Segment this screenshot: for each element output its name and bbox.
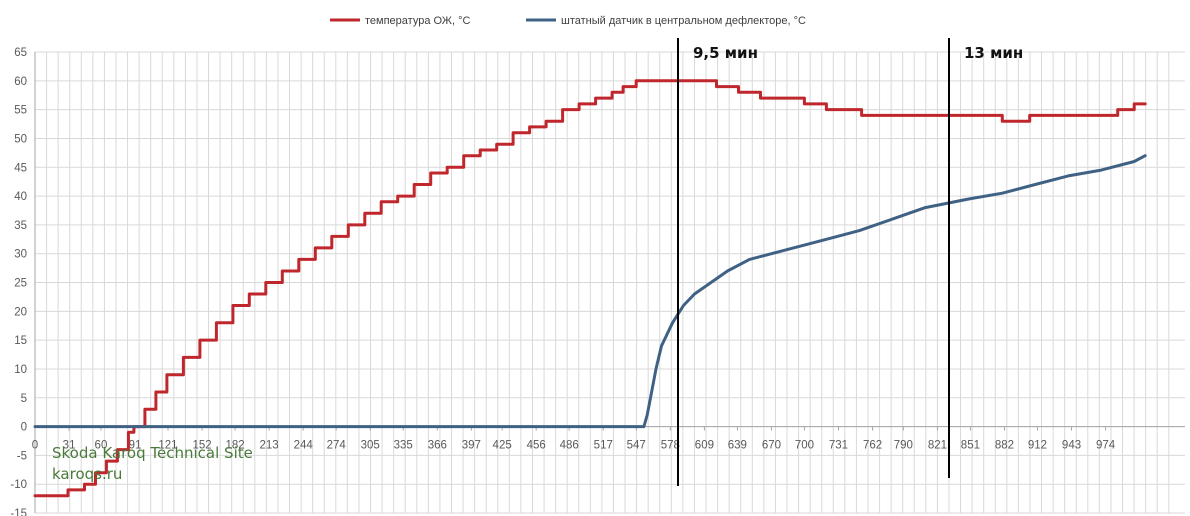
x-tick-label: 366: [428, 440, 447, 452]
x-tick-label: 821: [928, 440, 947, 452]
x-tick-label: 456: [527, 440, 546, 452]
x-tick-label: 244: [294, 440, 314, 452]
y-tick-label: 30: [14, 249, 27, 261]
x-tick-label: 731: [829, 440, 848, 452]
y-tick-label: 0: [21, 422, 27, 434]
x-axis-tick-labels: 0 31 60 91 121 152 182 213 244 274 305 335 366 397 425…: [32, 440, 1116, 452]
y-axis-tick-labels: -15 -10 -5 0 5 10 15 20 25 30 35 40 45 50 55 60 65: [10, 47, 27, 516]
x-tick-label: 486: [560, 440, 579, 452]
y-tick-label: -5: [17, 450, 27, 462]
x-tick-label: 851: [961, 440, 980, 452]
watermark-url: karoqs.ru: [52, 465, 123, 483]
series-line-coolant: [33, 79, 1147, 498]
x-tick-label: 912: [1028, 440, 1047, 452]
x-tick-label: 547: [627, 440, 646, 452]
x-tick-label: 762: [863, 440, 882, 452]
x-tick-label: 425: [493, 440, 512, 452]
marker-label-1: 9,5 мин: [693, 44, 758, 62]
y-tick-label: 40: [14, 191, 27, 203]
x-tick-label: 121: [158, 440, 177, 452]
y-tick-label: 15: [14, 335, 27, 347]
chart-legend: температура ОЖ, °С штатный датчик в цент…: [330, 15, 806, 27]
y-tick-label: 25: [14, 278, 27, 290]
y-tick-label: 60: [14, 76, 27, 88]
time-markers: 9,5 мин 13 мин: [677, 38, 1023, 486]
legend-label-coolant: температура ОЖ, °С: [365, 15, 470, 27]
y-tick-label: 55: [14, 105, 27, 117]
y-tick-label: 20: [14, 306, 27, 318]
x-tick-label: 31: [63, 440, 76, 452]
legend-label-sensor: штатный датчик в центральном дефлекторе,…: [561, 15, 806, 27]
marker-label-2: 13 мин: [964, 44, 1023, 62]
y-tick-label: 45: [14, 162, 27, 174]
watermark-title: Skoda Karoq Technical Site: [52, 444, 253, 462]
series-line-sensor: [33, 154, 1147, 429]
x-tick-label: 274: [327, 440, 347, 452]
y-tick-label: 5: [21, 393, 27, 405]
x-tick-label: 882: [995, 440, 1014, 452]
x-tick-label: 152: [192, 440, 211, 452]
chart-series: [33, 79, 1147, 498]
y-tick-label: -10: [10, 479, 27, 491]
x-tick-label: 335: [394, 440, 413, 452]
x-tick-label: 213: [260, 440, 279, 452]
y-tick-label: 35: [14, 220, 27, 232]
y-tick-label: 50: [14, 133, 27, 145]
x-tick-label: 91: [129, 440, 142, 452]
y-tick-label: 10: [14, 364, 27, 376]
x-tick-label: 0: [32, 440, 38, 452]
y-tick-label: -15: [10, 508, 27, 516]
x-tick-label: 60: [95, 440, 108, 452]
x-tick-label: 305: [361, 440, 380, 452]
y-tick-label: 65: [14, 47, 27, 59]
x-tick-label: 609: [695, 440, 714, 452]
x-tick-label: 182: [225, 440, 244, 452]
x-tick-label: 790: [894, 440, 913, 452]
x-tick-label: 700: [795, 440, 814, 452]
x-tick-label: 639: [728, 440, 747, 452]
x-tick-label: 974: [1096, 440, 1116, 452]
x-tick-label: 943: [1062, 440, 1081, 452]
x-tick-label: 517: [594, 440, 613, 452]
x-tick-label: 397: [462, 440, 481, 452]
x-tick-label: 578: [661, 440, 680, 452]
x-tick-label: 670: [762, 440, 781, 452]
